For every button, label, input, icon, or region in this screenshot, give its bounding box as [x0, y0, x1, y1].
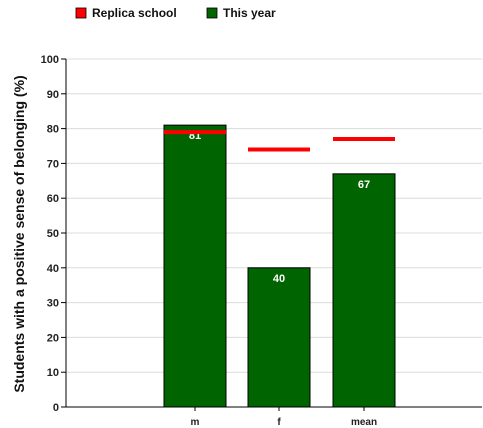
bar-mean: [332, 173, 396, 408]
x-tick-label-mean: mean: [351, 417, 377, 428]
gridlines: [66, 58, 482, 373]
x-axis: m f mean: [66, 406, 482, 428]
y-axis-label: Students with a positive sense of belong…: [11, 75, 27, 392]
replica-markers: [164, 130, 395, 152]
y-tick-label-80: 80: [47, 124, 59, 136]
legend-swatch-this-year: [206, 7, 218, 19]
y-tick-label-10: 10: [47, 367, 59, 379]
bar-m: [163, 124, 227, 408]
data-label-f: 40: [273, 273, 285, 285]
y-tick-label-70: 70: [47, 158, 59, 170]
legend-swatch-replica-school: [75, 7, 87, 19]
y-axis: 0 10 20 30 40 50 60 70 80 90 100: [41, 54, 67, 414]
y-tick-label-30: 30: [47, 298, 59, 310]
legend-label-this-year: This year: [223, 6, 276, 20]
y-tick-label-100: 100: [41, 54, 59, 66]
y-tick-label-90: 90: [47, 89, 59, 101]
data-label-mean: 67: [358, 179, 370, 191]
x-tick-label-f: f: [277, 417, 281, 428]
legend-label-replica-school: Replica school: [92, 6, 177, 20]
bar-f: [247, 267, 311, 408]
x-tick-label-m: m: [191, 417, 200, 428]
y-tick-label-20: 20: [47, 332, 59, 344]
legend: Replica school This year: [75, 6, 276, 20]
y-tick-label-60: 60: [47, 193, 59, 205]
y-tick-label-0: 0: [53, 402, 59, 414]
y-tick-label-50: 50: [47, 228, 59, 240]
y-tick-label-40: 40: [47, 263, 59, 275]
